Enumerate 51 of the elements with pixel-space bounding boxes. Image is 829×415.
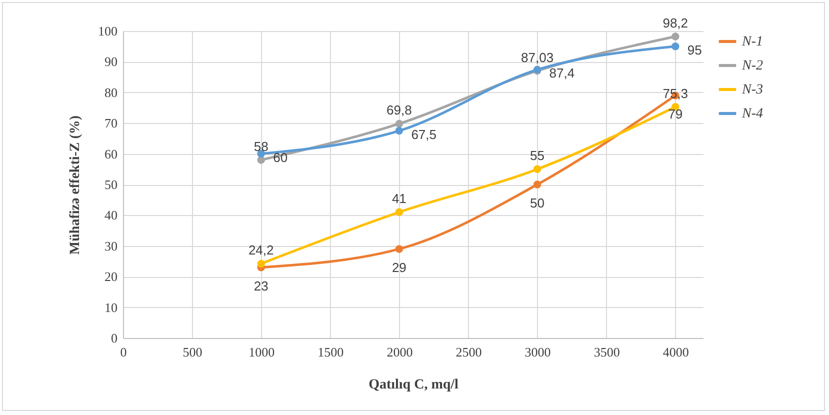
y-tick-label: 80 — [104, 84, 118, 100]
point — [672, 42, 680, 50]
y-tick-label: 60 — [104, 146, 118, 162]
y-tick-label: 40 — [104, 208, 118, 223]
y-tick-label: 30 — [104, 238, 118, 254]
data-label: 23 — [254, 278, 268, 294]
point — [672, 32, 680, 40]
y-axis-title: Mühafizə effekti-Z (%) — [68, 115, 83, 255]
data-label: 75,3 — [662, 86, 688, 101]
x-tick-label: 1000 — [248, 344, 275, 360]
x-tick-label: 2500 — [456, 344, 482, 360]
data-label: 29 — [392, 260, 406, 275]
y-tick-label: 100 — [98, 24, 118, 38]
data-label: 67,5 — [411, 126, 437, 142]
x-axis-title: Qatılıq C, mq/l — [368, 378, 459, 392]
legend-label: N-4 — [741, 106, 763, 122]
data-label: 79 — [668, 106, 683, 122]
data-label: 60 — [273, 150, 288, 165]
data-label: 50 — [530, 196, 545, 210]
x-tick-label: 500 — [182, 344, 202, 360]
x-tick-label: 3000 — [524, 344, 551, 360]
x-tick-label: 2000 — [386, 344, 413, 360]
y-tick-label: 10 — [104, 300, 118, 315]
point — [257, 260, 265, 268]
point — [533, 180, 542, 188]
x-tick-label: 1500 — [318, 344, 344, 360]
legend-label: N-2 — [741, 58, 763, 74]
point — [533, 165, 542, 174]
y-tick-label: 90 — [104, 54, 118, 70]
legend-label: N-3 — [741, 82, 763, 98]
data-label: 87,03 — [521, 50, 554, 65]
x-tick-label: 3500 — [594, 344, 620, 360]
y-tick-label: 50 — [104, 177, 118, 192]
data-label: 69,8 — [386, 102, 412, 118]
point — [395, 126, 404, 135]
data-label: 24,2 — [248, 242, 274, 258]
legend-label: N-1 — [741, 34, 763, 50]
data-label: 87,4 — [549, 66, 575, 81]
x-tick-label: 0 — [120, 344, 127, 360]
y-tick-label: 20 — [104, 269, 118, 284]
data-label: 55 — [530, 148, 545, 164]
point — [395, 208, 404, 216]
point — [395, 120, 404, 128]
x-tick-label: 4000 — [662, 344, 689, 360]
data-label: 95 — [687, 42, 702, 58]
data-label: 98,2 — [662, 16, 688, 31]
data-label: 41 — [392, 191, 406, 206]
data-label: 58 — [254, 138, 268, 154]
y-tick-label: 70 — [104, 116, 118, 131]
point — [395, 245, 404, 253]
y-tick-label: 0 — [111, 330, 118, 346]
